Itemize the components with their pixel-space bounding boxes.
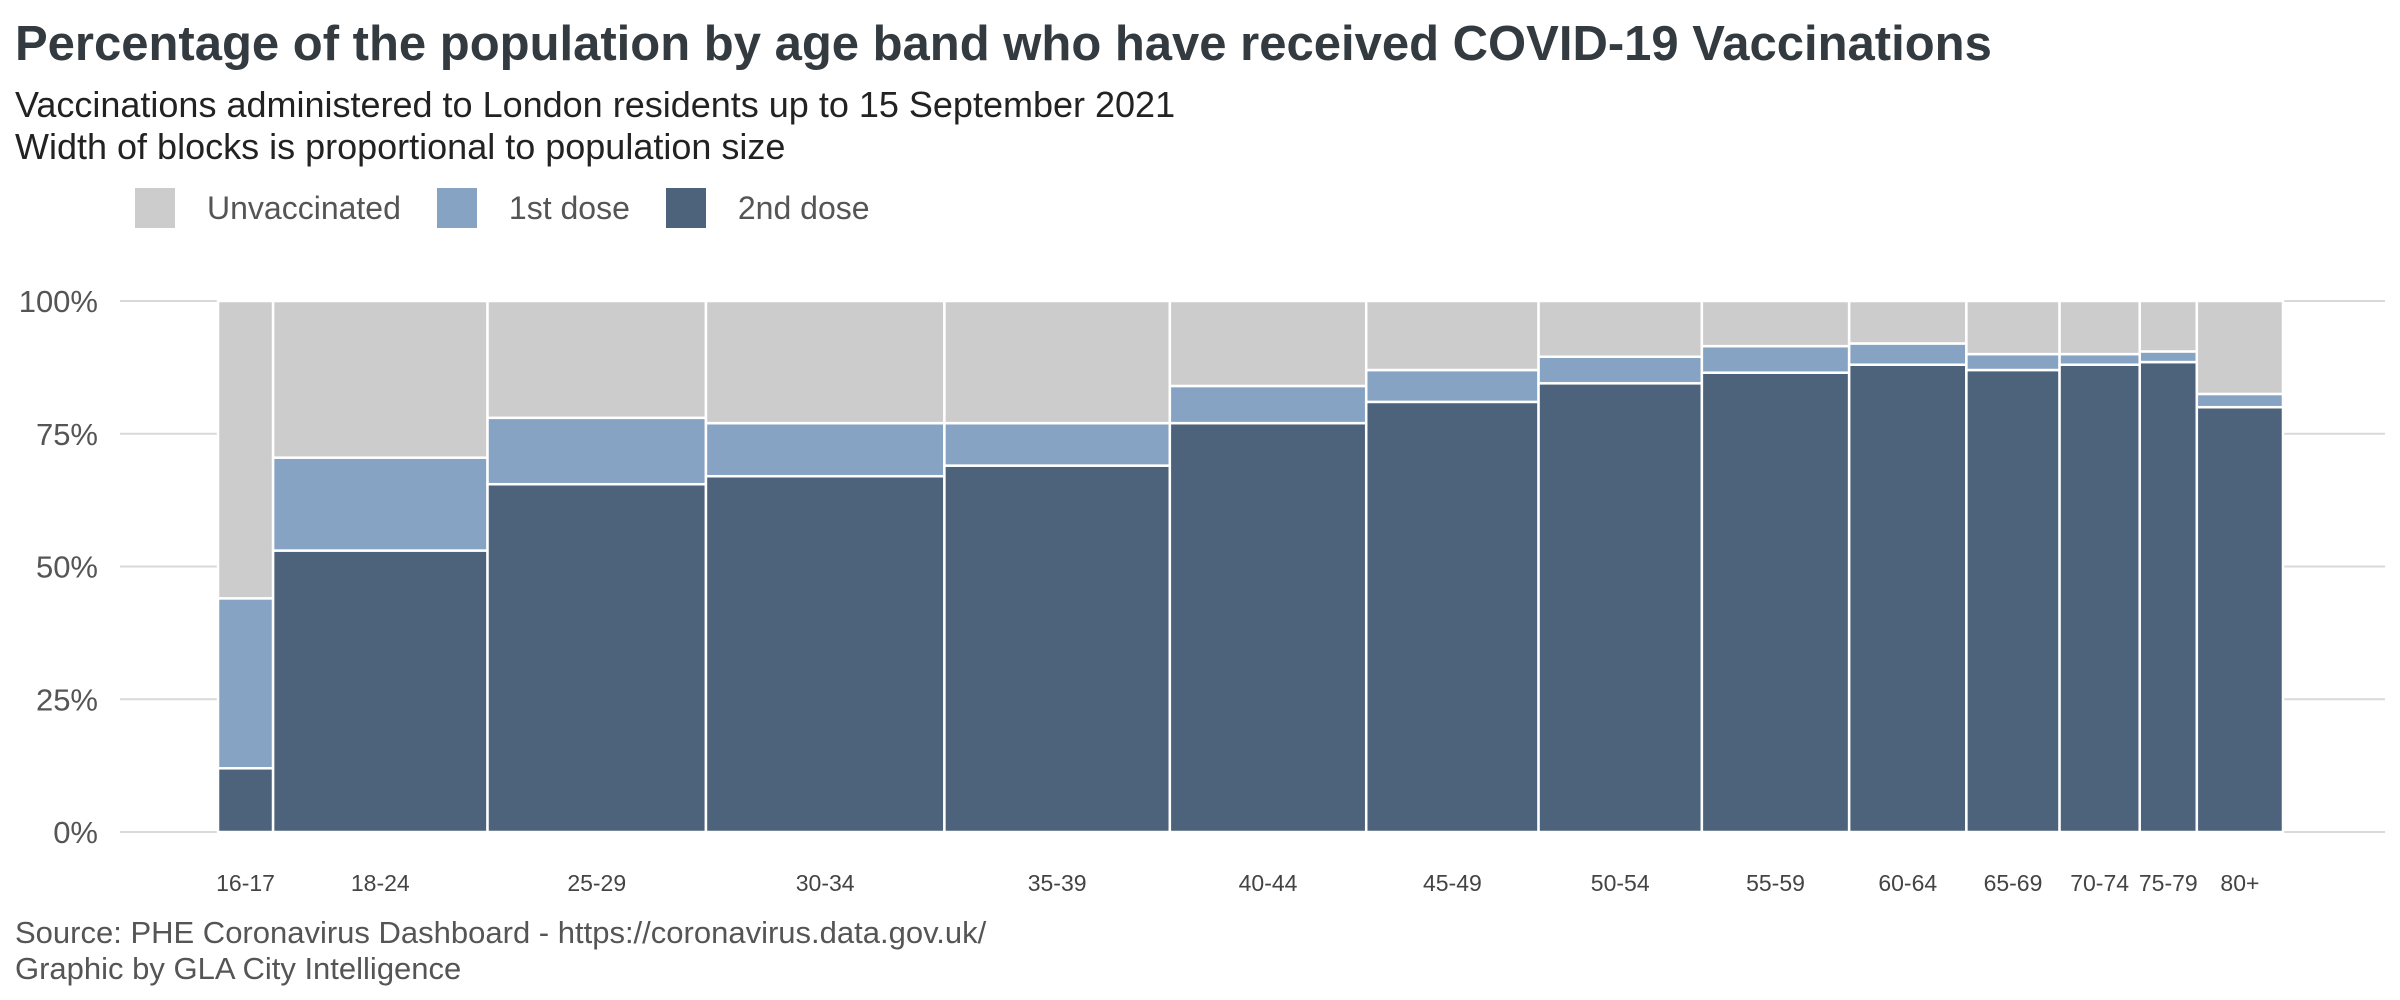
segment-first-dose (271, 456, 489, 552)
segment-second-dose (704, 474, 946, 834)
segment-unvaccinated (1364, 299, 1540, 372)
x-tick-label: 55-59 (1746, 870, 1805, 896)
segment-first-dose (1364, 368, 1540, 404)
x-tick-label: 65-69 (1984, 870, 2043, 896)
segment-unvaccinated (704, 299, 946, 425)
legend-item-second-dose: 2nd dose (665, 188, 870, 228)
segment-first-dose (2195, 392, 2285, 409)
segment-unvaccinated (943, 299, 1172, 425)
legend-swatch-first-dose (436, 188, 477, 228)
segment-second-dose (2138, 360, 2199, 834)
segment-unvaccinated (271, 299, 489, 459)
segment-first-dose (704, 421, 946, 478)
segment-second-dose (271, 549, 489, 834)
segment-first-dose (2058, 352, 2141, 366)
segment-first-dose (1168, 384, 1368, 425)
legend-label-unvaccinated: Unvaccinated (207, 189, 401, 226)
x-tick-label: 70-74 (2070, 870, 2129, 896)
segment-second-dose (216, 767, 275, 834)
legend-label-first-dose: 1st dose (508, 189, 630, 226)
y-tick-label: 25% (36, 682, 98, 717)
segment-first-dose (2138, 350, 2199, 364)
segment-unvaccinated (2195, 299, 2285, 396)
segment-unvaccinated (1700, 299, 1851, 348)
segment-unvaccinated (1168, 299, 1368, 388)
chart-subtitle: Vaccinations administered to London resi… (15, 84, 1176, 125)
segment-unvaccinated (486, 299, 708, 420)
legend-swatch-unvaccinated (135, 188, 175, 228)
segment-second-dose (1537, 382, 1704, 834)
legend-swatch-second-dose (665, 188, 706, 228)
segment-second-dose (486, 482, 708, 834)
x-tick-label: 16-17 (216, 870, 275, 896)
legend: Unvaccinated 1st dose 2nd dose (135, 188, 906, 228)
x-tick-label: 50-54 (1591, 870, 1650, 896)
legend-item-first-dose: 1st dose (436, 188, 630, 228)
segment-second-dose (1700, 371, 1851, 834)
segment-first-dose (943, 421, 1172, 467)
segment-unvaccinated (216, 299, 275, 600)
segment-unvaccinated (2138, 299, 2199, 353)
x-tick-label: 75-79 (2139, 870, 2198, 896)
segment-first-dose (1847, 342, 1968, 366)
segment-unvaccinated (1537, 299, 1704, 359)
mosaic-chart: 0% 25% 50% 75% 100% 16-17 18-24 25-29 30-34 35-39… (19, 284, 2385, 896)
segment-second-dose (1364, 400, 1540, 834)
legend-item-unvaccinated: Unvaccinated (135, 188, 401, 228)
chart-subtitle-note: Width of blocks is proportional to popul… (15, 126, 786, 167)
x-tick-label: 60-64 (1878, 870, 1937, 896)
segment-second-dose (1168, 421, 1368, 834)
segment-unvaccinated (1847, 299, 1968, 345)
x-tick-label: 25-29 (567, 870, 626, 896)
segment-second-dose (943, 464, 1172, 834)
legend-label-second-dose: 2nd dose (737, 189, 870, 226)
y-tick-label: 75% (36, 417, 98, 452)
segment-second-dose (1965, 368, 2061, 834)
segment-first-dose (486, 416, 708, 486)
segment-first-dose (216, 597, 275, 770)
x-tick-label: 45-49 (1423, 870, 1482, 896)
source-caption: Source: PHE Coronavirus Dashboard - http… (15, 915, 987, 950)
segment-first-dose (1700, 344, 1851, 374)
x-tick-label: 30-34 (796, 870, 855, 896)
segment-second-dose (2195, 405, 2285, 834)
credit-caption: Graphic by GLA City Intelligence (15, 951, 462, 986)
segment-unvaccinated (1965, 299, 2061, 356)
y-tick-label: 0% (53, 815, 98, 850)
segment-first-dose (1537, 355, 1704, 385)
chart-title: Percentage of the population by age band… (15, 17, 1992, 71)
x-tick-label: 18-24 (351, 870, 410, 896)
y-tick-label: 50% (36, 550, 98, 585)
segment-second-dose (2058, 363, 2141, 834)
segment-unvaccinated (2058, 299, 2141, 356)
segment-second-dose (1847, 363, 1968, 834)
x-tick-label: 80+ (2220, 870, 2259, 896)
x-tick-label: 40-44 (1239, 870, 1298, 896)
segment-first-dose (1965, 352, 2061, 372)
x-tick-label: 35-39 (1028, 870, 1087, 896)
y-tick-label: 100% (19, 284, 98, 319)
